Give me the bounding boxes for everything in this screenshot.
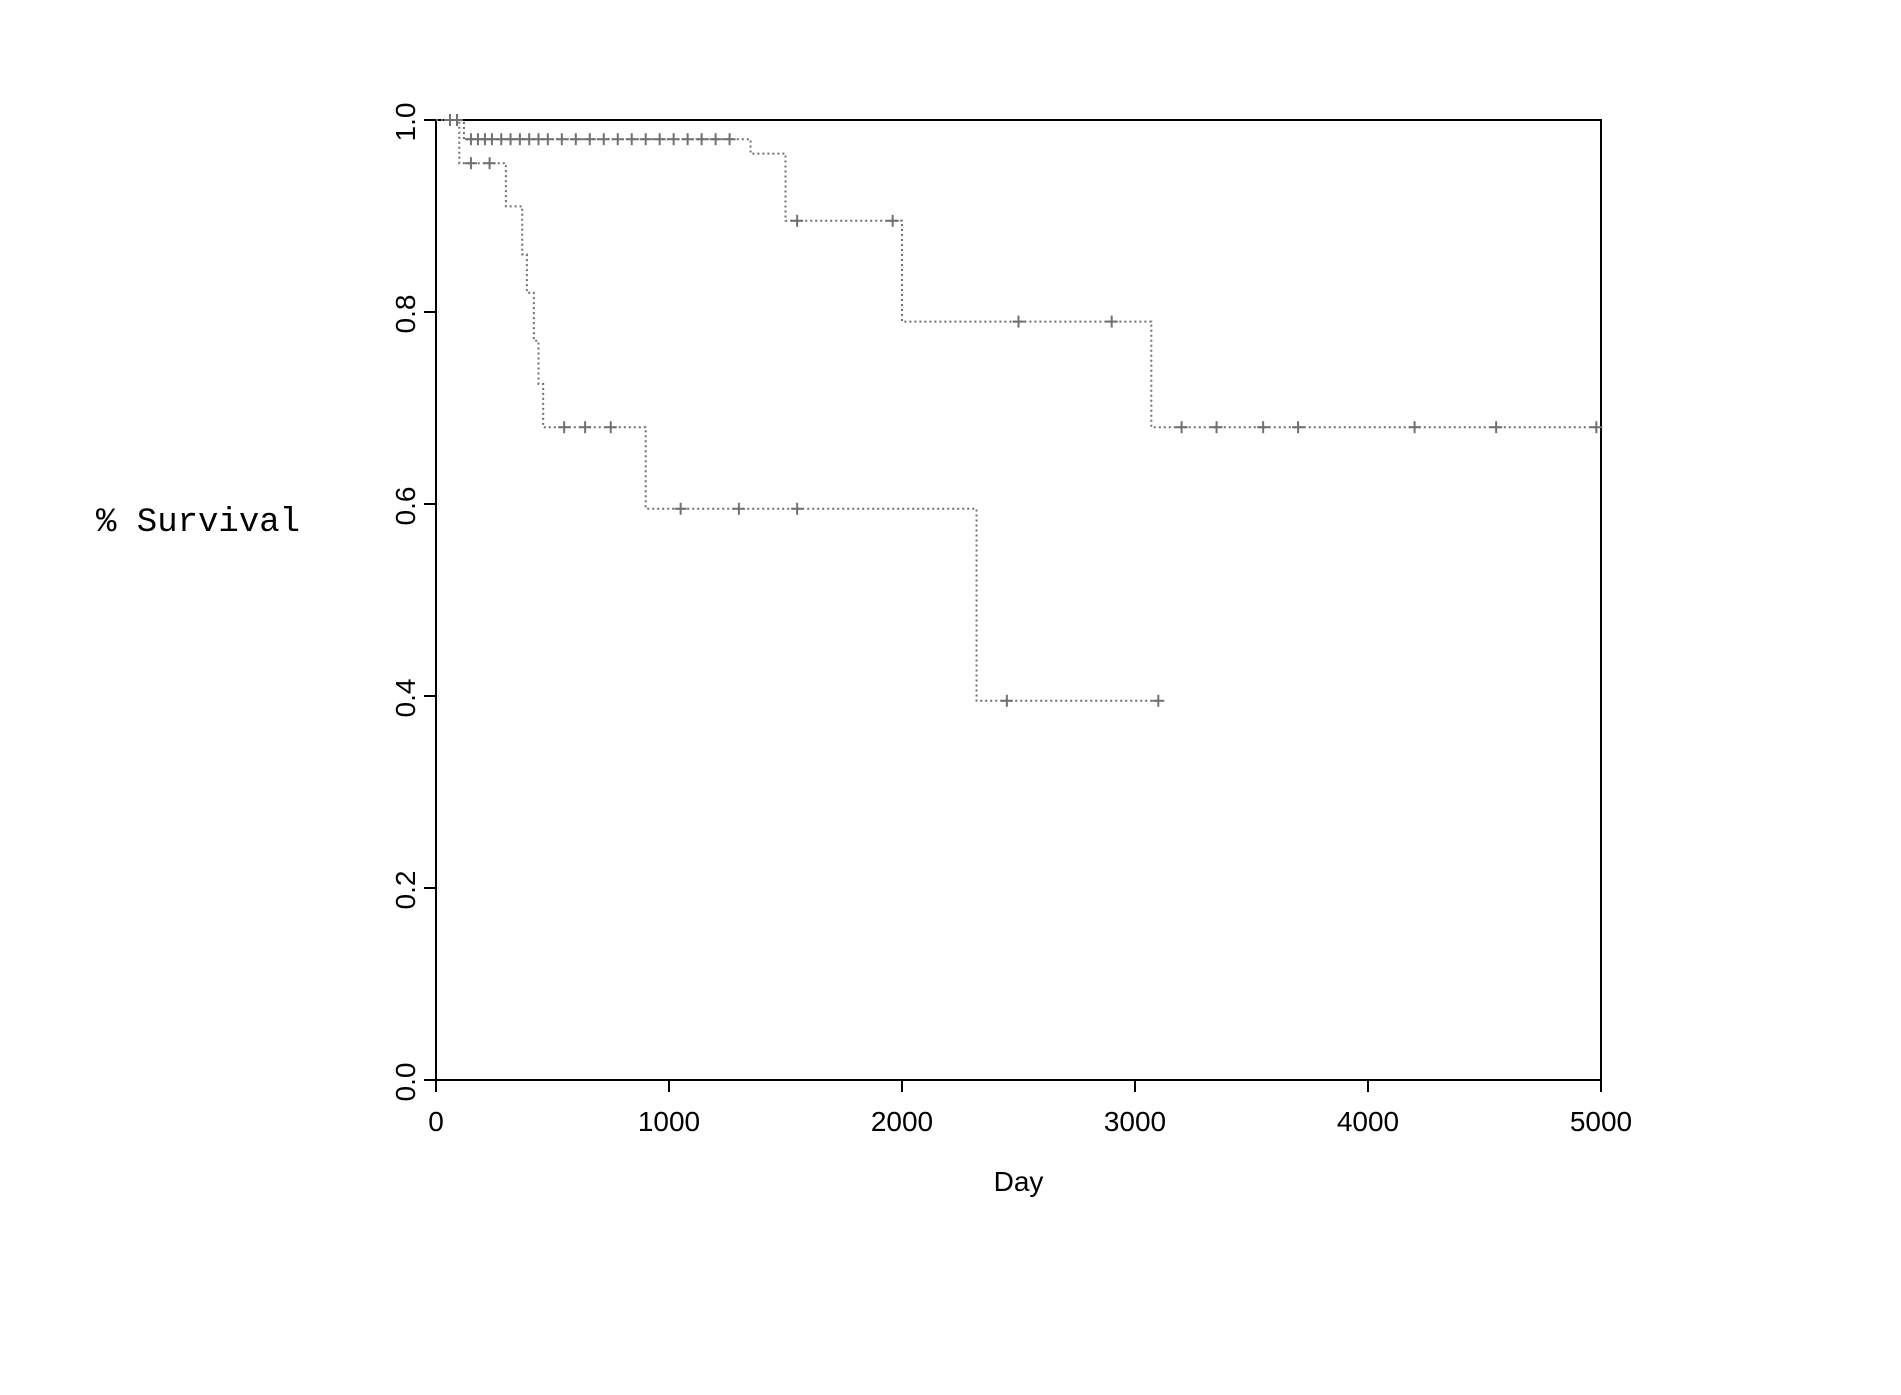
x-tick-label: 1000 xyxy=(619,1106,719,1138)
x-tick-label: 0 xyxy=(386,1106,486,1138)
x-axis-label: Day xyxy=(436,1166,1601,1198)
y-tick-label: 0.4 xyxy=(390,668,422,728)
y-tick-label: 1.0 xyxy=(390,92,422,152)
y-tick-label: 0.6 xyxy=(390,476,422,536)
x-tick-label: 3000 xyxy=(1085,1106,1185,1138)
chart-container: % Survival 0.00.20.40.60.81.0 0100020003… xyxy=(0,0,1901,1395)
x-tick-label: 5000 xyxy=(1551,1106,1651,1138)
y-tick-label: 0.0 xyxy=(390,1052,422,1112)
x-tick-label: 4000 xyxy=(1318,1106,1418,1138)
x-tick-label: 2000 xyxy=(852,1106,952,1138)
y-tick-label: 0.8 xyxy=(390,284,422,344)
y-tick-label: 0.2 xyxy=(390,860,422,920)
